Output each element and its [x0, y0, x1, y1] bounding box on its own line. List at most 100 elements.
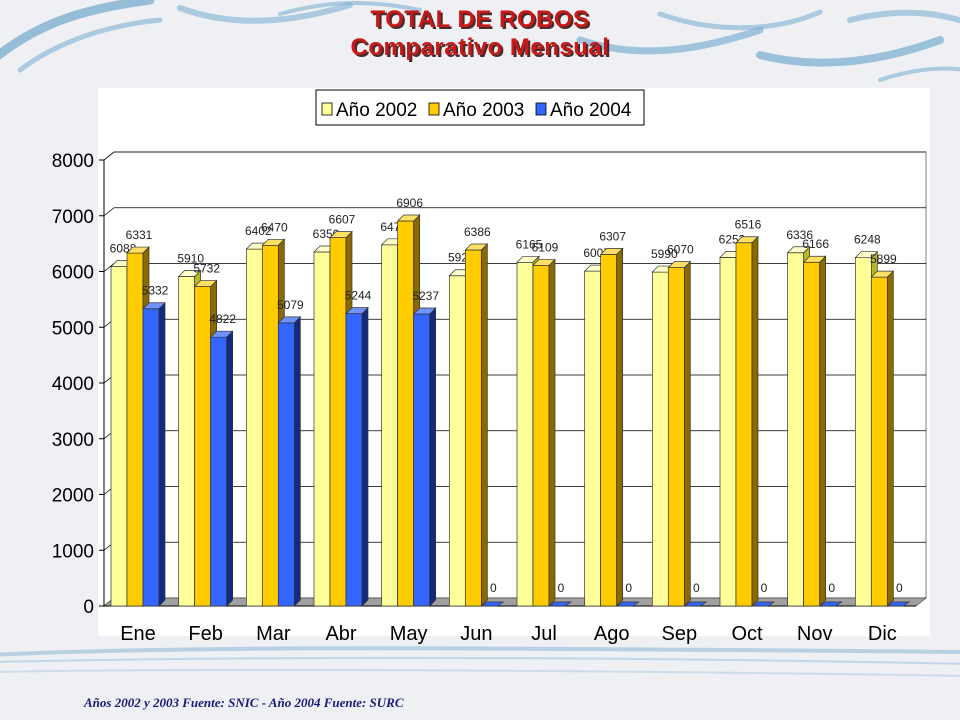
bar-data-label: 5332 — [142, 284, 169, 298]
legend: Año 2002 Año 2003 Año 2004 — [315, 89, 645, 126]
bar-front — [735, 242, 753, 607]
bar-data-label: 0 — [896, 581, 903, 595]
x-tick-label: Jul — [531, 623, 557, 645]
bar-side — [683, 260, 691, 607]
bar-front — [448, 275, 466, 607]
bar-side — [429, 307, 437, 607]
bar-front — [110, 266, 128, 607]
bar: 0 — [886, 581, 911, 607]
bar-front — [345, 313, 363, 607]
bar-data-label: 6331 — [126, 228, 153, 242]
bar-flat — [886, 601, 911, 607]
bar: 4822 — [209, 312, 236, 607]
bar-data-label: 6386 — [464, 225, 491, 239]
y-tick-label: 8000 — [52, 151, 94, 172]
bar-front — [464, 249, 482, 607]
bar-data-label: 0 — [625, 581, 632, 595]
bar-front — [261, 244, 279, 607]
bar-data-label: 6248 — [854, 233, 881, 247]
bar-front — [532, 265, 550, 607]
x-tick-label: Mar — [256, 623, 291, 645]
bar-data-label: 5244 — [345, 289, 372, 303]
bar-data-label: 0 — [490, 581, 497, 595]
bar-data-label: 6470 — [261, 220, 288, 234]
bar-flat — [818, 601, 843, 607]
bar: 5079 — [277, 298, 304, 607]
bar-top — [396, 214, 421, 222]
bar-data-label: 6336 — [786, 228, 813, 242]
bar-data-label: 5079 — [277, 298, 304, 312]
bar-data-label: 5990 — [651, 247, 678, 261]
bar-front — [803, 261, 821, 607]
legend-item: Año 2004 — [535, 100, 632, 121]
legend-item: Año 2003 — [428, 100, 524, 121]
bar: 6070 — [667, 243, 694, 607]
bar-front — [397, 220, 415, 607]
bar-side — [548, 258, 556, 607]
legend-swatch — [535, 102, 547, 116]
bar-top — [802, 255, 827, 263]
bar: 6386 — [464, 225, 491, 607]
bar-front — [194, 286, 212, 607]
bar-data-label: 0 — [761, 581, 768, 595]
bar-top — [209, 330, 234, 338]
legend-swatch — [321, 102, 333, 116]
x-tick-label: Sep — [662, 623, 698, 645]
y-tick-label: 5000 — [52, 318, 94, 339]
bar: 0 — [480, 581, 505, 607]
bar-front — [667, 267, 685, 607]
legend-box — [315, 89, 645, 126]
y-tick-label: 0 — [83, 597, 94, 618]
legend-label: Año 2002 — [336, 100, 417, 121]
bar: 6307 — [599, 229, 626, 607]
bar-data-label: 5732 — [193, 261, 220, 275]
page-subtitle: Comparativo Mensual — [350, 34, 610, 61]
bar-data-label: 4822 — [209, 312, 236, 326]
bar-front — [245, 248, 263, 607]
bar-data-label: 6307 — [599, 229, 626, 243]
bar-front — [719, 257, 737, 607]
bar-data-label: 6607 — [329, 213, 356, 227]
bar-top — [735, 236, 759, 244]
legend-label: Año 2003 — [443, 100, 524, 121]
y-tick-label: 1000 — [52, 541, 94, 562]
bar-top — [854, 251, 879, 259]
bar-side — [361, 306, 369, 607]
bar-top — [412, 307, 437, 315]
y-tick-label: 3000 — [52, 430, 94, 451]
bar-top — [345, 307, 369, 314]
bar: 5237 — [412, 289, 439, 607]
bar-data-label: 6165 — [516, 237, 543, 251]
bar-data-label: 0 — [828, 581, 835, 595]
bar-front — [584, 270, 602, 607]
bar-front — [516, 261, 534, 607]
bar-front — [142, 308, 160, 607]
bar-front — [313, 251, 331, 607]
bar-front — [178, 276, 196, 607]
y-tick-label: 6000 — [52, 263, 94, 284]
bar: 0 — [547, 581, 573, 607]
bar-top — [667, 261, 692, 268]
bar-data-label: 5910 — [177, 252, 204, 266]
bar-data-label: 6109 — [532, 240, 559, 254]
bar-side — [293, 316, 301, 607]
bar: 0 — [683, 581, 708, 607]
bar-top — [464, 243, 489, 251]
bar: 6516 — [735, 218, 762, 607]
bar: 0 — [615, 581, 640, 607]
bar: 5244 — [345, 289, 372, 607]
bar-top — [142, 302, 166, 310]
bar-data-label: 0 — [693, 581, 700, 595]
x-tick-label: Nov — [797, 623, 833, 645]
bar-flat — [547, 601, 573, 607]
bar-top — [177, 270, 202, 277]
bar-top — [329, 231, 353, 239]
bar-front — [651, 271, 669, 607]
bar-data-label: 5899 — [870, 252, 897, 266]
bar-front — [787, 252, 805, 607]
x-tick-label: Abr — [325, 623, 356, 645]
y-tick-label: 2000 — [52, 486, 94, 507]
bar-data-label: 5237 — [412, 289, 439, 303]
bar-data-label: 6166 — [802, 237, 829, 251]
